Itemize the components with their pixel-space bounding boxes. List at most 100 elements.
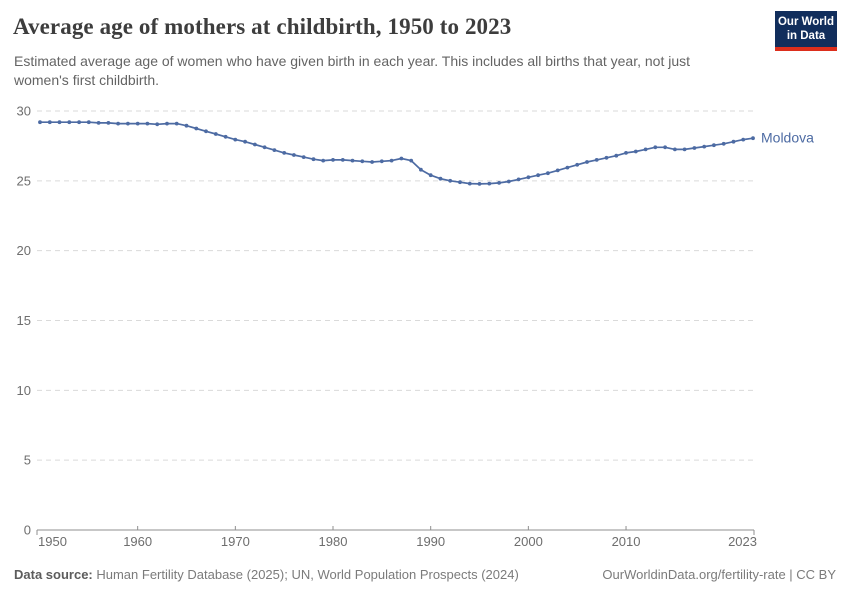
- data-point: [594, 158, 599, 162]
- data-point: [438, 176, 443, 181]
- data-point: [692, 146, 697, 150]
- y-tick-label: 5: [24, 453, 31, 468]
- data-point: [526, 175, 531, 180]
- owid-logo: Our World in Data: [775, 11, 837, 51]
- x-tick-label: 2000: [514, 534, 543, 549]
- data-point: [360, 159, 365, 164]
- data-point: [204, 129, 208, 134]
- data-point: [126, 121, 130, 126]
- data-point: [487, 181, 492, 186]
- data-point: [751, 136, 755, 141]
- data-point: [262, 145, 267, 150]
- data-source-label: Data source:: [14, 567, 93, 582]
- data-point: [506, 179, 511, 184]
- x-tick-label: 1960: [123, 534, 152, 549]
- data-point: [399, 156, 404, 161]
- data-point: [194, 126, 199, 131]
- data-point: [428, 173, 433, 178]
- data-point: [555, 168, 560, 173]
- data-point: [565, 165, 570, 170]
- data-point: [174, 121, 179, 126]
- data-point: [614, 153, 619, 158]
- data-point: [409, 158, 414, 163]
- logo-line2: in Data: [786, 29, 826, 42]
- x-tick-label: 2010: [612, 534, 641, 549]
- data-point: [67, 120, 72, 125]
- data-point: [467, 181, 472, 186]
- data-point: [321, 158, 326, 163]
- data-point: [340, 158, 345, 162]
- data-source: Data source: Human Fertility Database (2…: [14, 567, 519, 582]
- logo-line1: Our World: [777, 16, 834, 28]
- data-point: [379, 159, 384, 164]
- y-tick-label: 30: [17, 104, 31, 119]
- data-point: [350, 158, 355, 163]
- data-point: [653, 145, 658, 150]
- x-tick-label: 1970: [221, 534, 250, 549]
- data-point: [116, 121, 120, 126]
- data-point: [624, 151, 628, 155]
- data-point: [282, 151, 287, 155]
- series-label: Moldova: [761, 130, 814, 146]
- series-line-moldova: [39, 121, 754, 185]
- data-point: [145, 121, 150, 126]
- data-point: [47, 120, 52, 125]
- data-point: [331, 158, 335, 162]
- page-title: Average age of mothers at childbirth, 19…: [13, 14, 512, 39]
- data-point: [165, 121, 169, 126]
- data-point: [253, 142, 257, 147]
- data-point: [497, 181, 501, 185]
- data-point: [633, 149, 638, 154]
- data-point: [292, 153, 296, 157]
- data-point: [96, 121, 101, 125]
- data-point: [546, 171, 550, 176]
- line-chart: 0 5 10 15 20 25 30 1950 1960 1970 1980 1990 2000 2010…: [17, 104, 815, 550]
- data-point: [663, 145, 667, 150]
- data-point: [448, 178, 453, 183]
- data-point: [311, 157, 316, 162]
- data-point: [516, 177, 521, 182]
- x-tick-label: 1980: [319, 534, 348, 549]
- footer-link-text: OurWorldinData.org/fertility-rate | CC B…: [602, 567, 836, 582]
- data-point: [536, 173, 540, 178]
- data-point: [301, 155, 306, 159]
- data-point: [184, 123, 189, 128]
- data-point: [604, 155, 609, 160]
- data-point: [106, 121, 111, 125]
- data-point: [155, 122, 160, 127]
- data-point: [135, 121, 140, 126]
- data-point: [643, 147, 648, 152]
- data-point: [477, 182, 482, 186]
- data-point: [731, 139, 736, 144]
- data-point: [233, 137, 238, 142]
- data-point: [721, 141, 726, 146]
- data-point: [243, 139, 248, 144]
- data-point: [38, 120, 42, 125]
- data-source-text: Human Fertility Database (2025); UN, Wor…: [92, 567, 519, 582]
- chart-footer: Data source: Human Fertility Database (2…: [14, 567, 836, 582]
- data-point: [223, 134, 228, 139]
- data-point: [370, 160, 374, 164]
- data-point: [585, 160, 589, 164]
- data-point: [272, 148, 277, 152]
- data-point: [419, 167, 423, 172]
- data-point: [77, 120, 81, 125]
- data-point: [86, 120, 91, 125]
- data-point: [682, 147, 687, 152]
- data-point: [702, 144, 707, 149]
- y-tick-label: 10: [17, 383, 31, 398]
- data-point: [575, 162, 580, 167]
- x-tick-label: 1950: [38, 534, 67, 549]
- x-tick-label: 2023: [728, 534, 757, 549]
- y-tick-label: 25: [17, 173, 31, 188]
- data-point: [673, 147, 677, 152]
- y-tick-label: 15: [17, 313, 31, 328]
- chart-subtitle: Estimated average age of women who have …: [14, 53, 691, 88]
- data-point: [712, 143, 716, 148]
- x-tick-label: 1990: [416, 534, 445, 549]
- data-point: [389, 158, 394, 163]
- y-tick-label: 20: [17, 243, 31, 258]
- data-point: [213, 132, 218, 136]
- data-point: [57, 120, 62, 125]
